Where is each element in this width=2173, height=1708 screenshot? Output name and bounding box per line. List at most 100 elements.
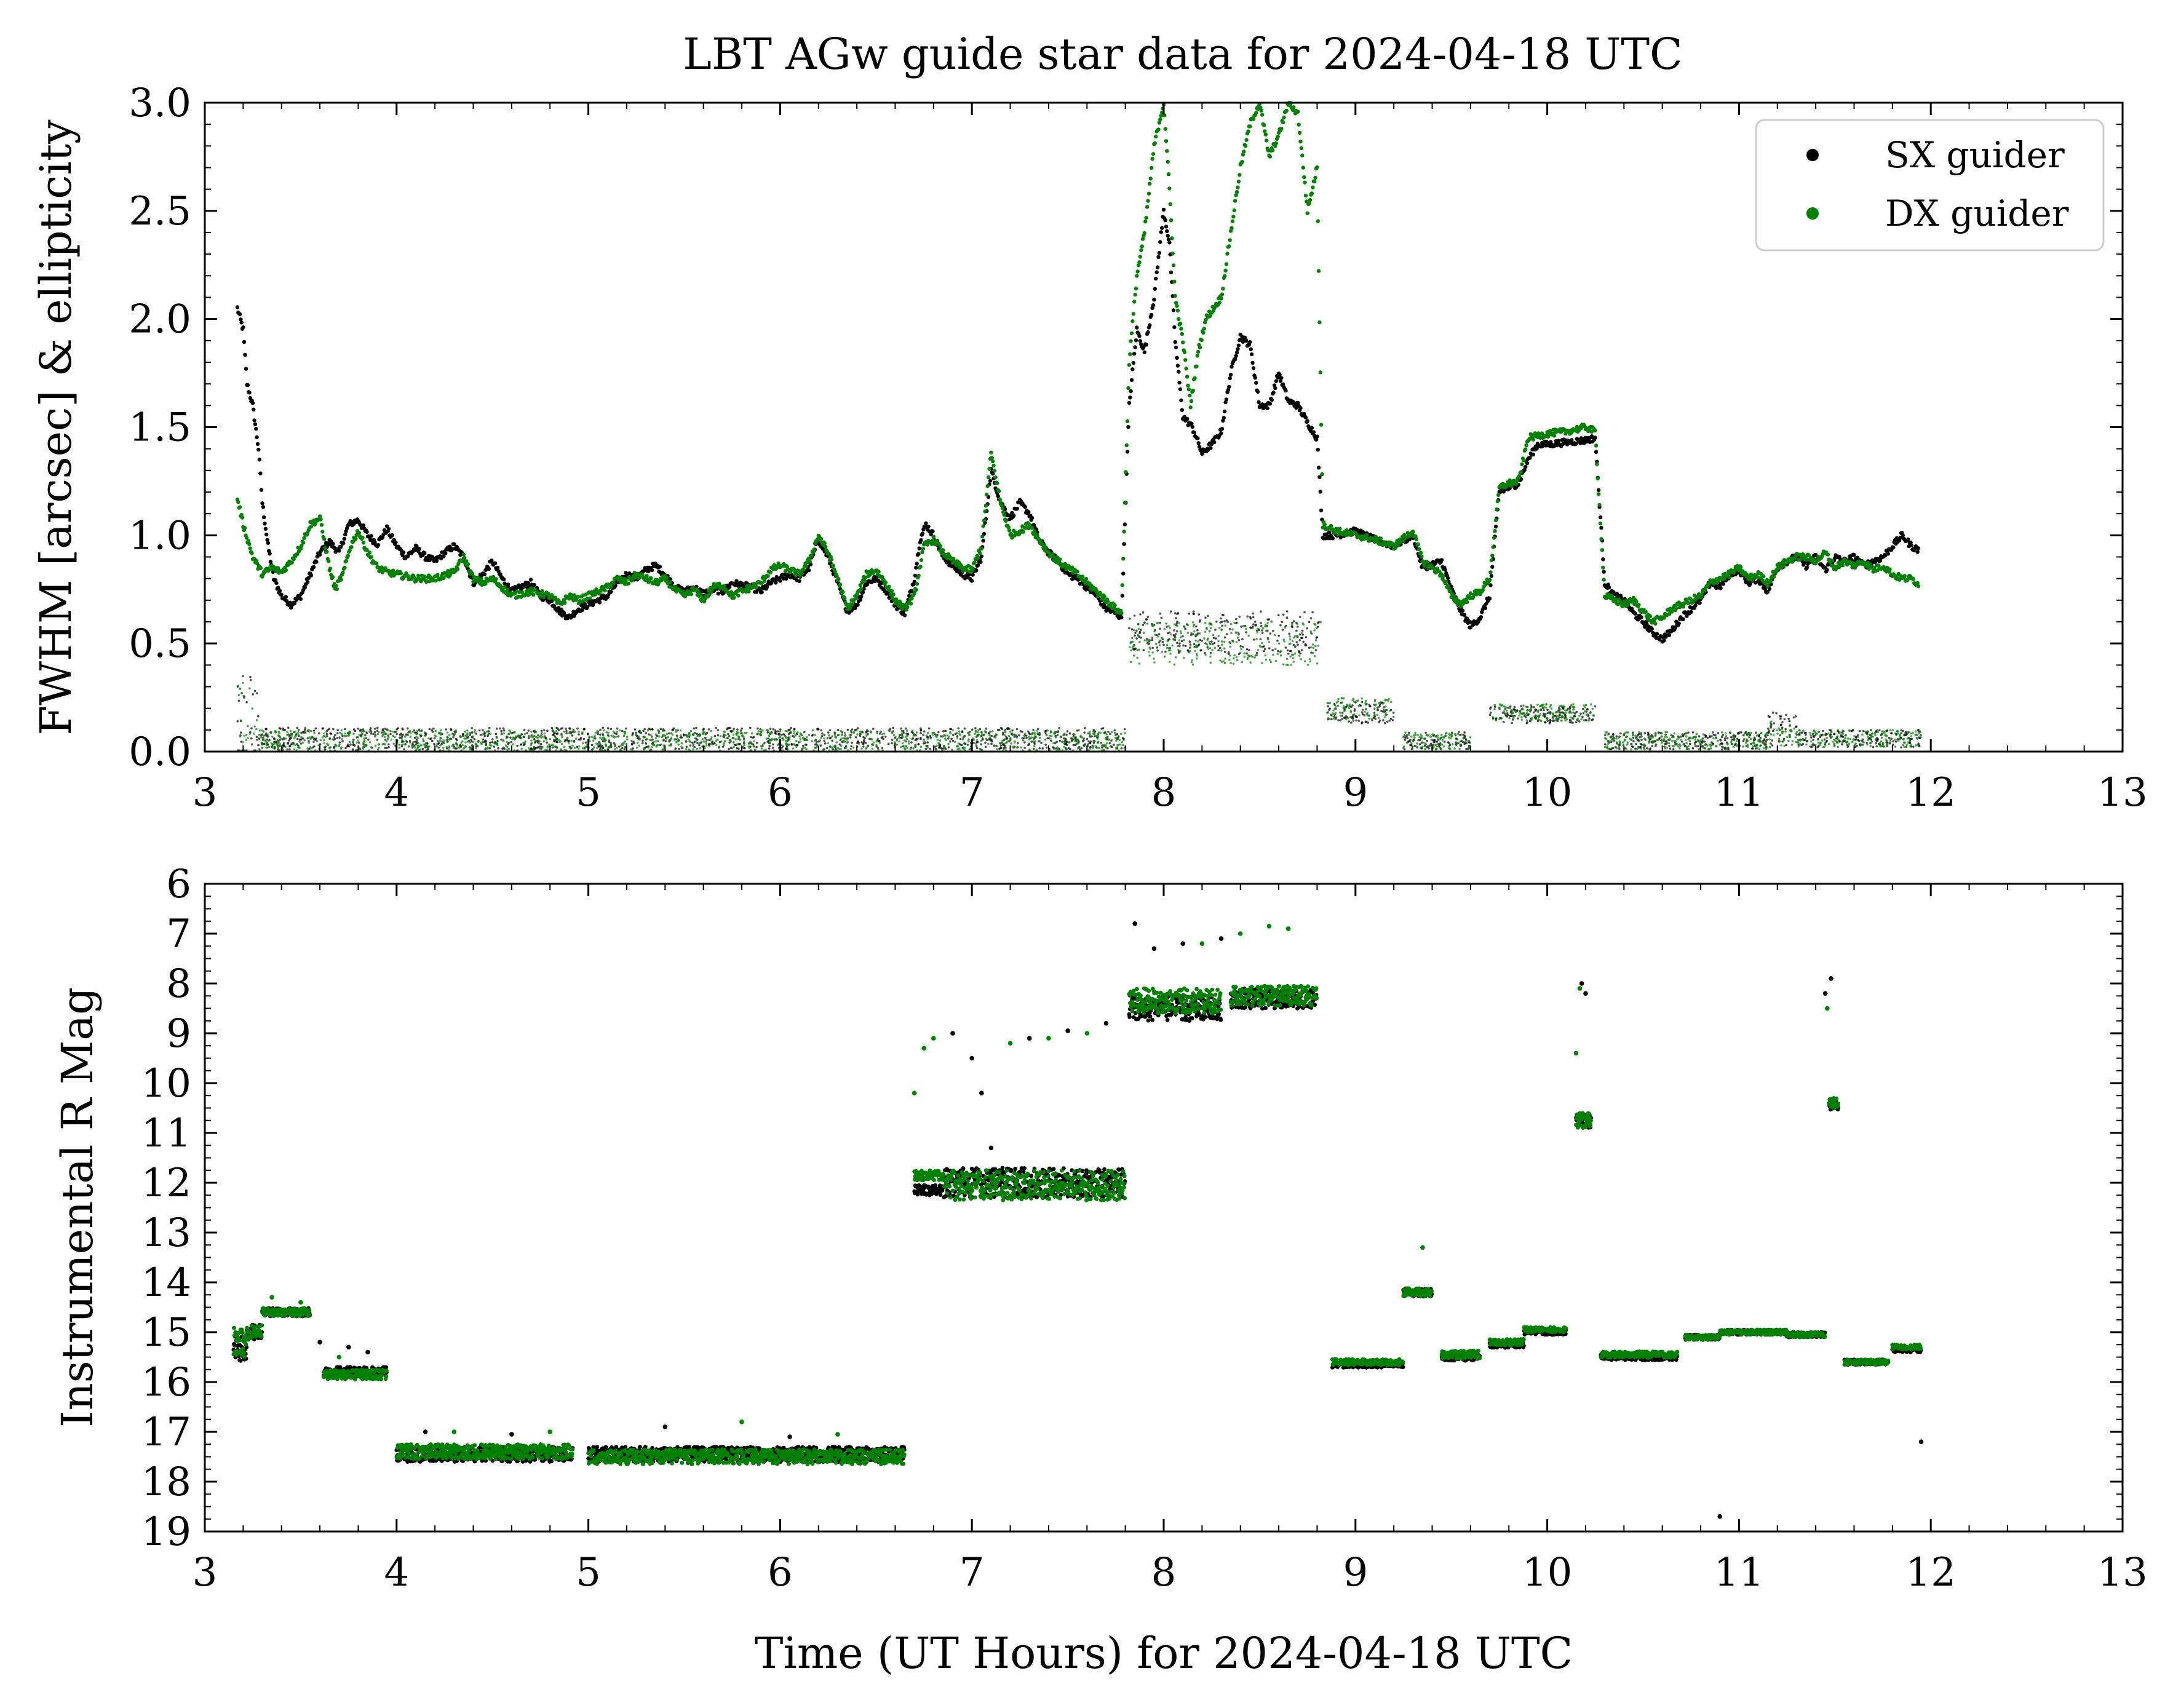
sx-ellipticity-point [432,727,435,730]
dx-fwhm-point [1106,600,1110,604]
dx-fwhm-point [1164,139,1169,143]
sx-fwhm-point [926,524,931,529]
sx-fwhm-point [1667,633,1672,637]
sx-ellipticity-point [354,729,357,733]
dx-fwhm-point [1593,428,1597,432]
sx-ellipticity-point [924,747,928,750]
dx-fwhm-point [1004,518,1008,523]
dx-fwhm-point [1128,352,1132,356]
sx-ellipticity-point [1069,748,1071,750]
sx-ellipticity-point [282,744,285,746]
dx-fwhm-point [931,534,936,539]
sx-ellipticity-point [333,736,336,739]
sx-fwhm-point [778,579,782,583]
dx-fwhm-point [1761,574,1766,579]
dx-fwhm-point [1320,472,1324,477]
dx-fwhm-point [859,587,864,591]
sx-fwhm-point [243,352,247,357]
dx-fwhm-point [1202,327,1207,331]
dx-fwhm-point [624,578,628,582]
sx-fwhm-point [1271,390,1276,395]
dx-fwhm-point [1244,138,1249,142]
sx-fwhm-point [1137,334,1142,338]
sx-fwhm-point [774,581,778,585]
sx-ellipticity-point [482,738,485,741]
dx-fwhm-point [1378,536,1383,541]
dx-fwhm-point [1122,501,1127,505]
dx-fwhm-point [1297,122,1301,127]
sx-fwhm-point [1129,389,1133,394]
sx-ellipticity-point [1023,741,1026,744]
sx-ellipticity-point [1041,747,1044,750]
sx-ellipticity-point [772,743,774,746]
dx-fwhm-point [250,551,254,555]
sx-fwhm-point [1718,586,1723,590]
sx-ellipticity-point [1068,732,1071,735]
sx-ellipticity-point [782,733,785,736]
dx-fwhm-point [992,469,997,473]
sx-ellipticity-point [478,729,481,732]
sx-ellipticity-point [1123,728,1126,731]
dx-fwhm-point [343,565,347,570]
dx-fwhm-point [494,577,498,581]
dx-fwhm-point [1120,583,1125,587]
dx-fwhm-point [1599,537,1603,541]
dx-fwhm-point [808,559,812,563]
sx-fwhm-point [1192,431,1196,435]
dx-fwhm-point [1674,606,1678,610]
sx-ellipticity-point [641,742,644,745]
sx-ellipticity-point [793,728,796,731]
dx-fwhm-point [1522,458,1526,463]
sx-fwhm-point [1119,615,1124,620]
sx-ellipticity-point [407,745,410,748]
sx-ellipticity-point [862,745,865,748]
sx-fwhm-point [1155,265,1160,269]
sx-ellipticity-point [831,739,833,742]
dx-fwhm-point [876,570,881,574]
dx-fwhm-point [1150,157,1154,161]
dx-fwhm-point [1122,530,1126,534]
dx-fwhm-point [1274,141,1278,146]
sx-ellipticity-point [328,728,331,730]
sx-fwhm-point [1249,347,1253,351]
sx-ellipticity-point [536,746,539,749]
sx-ellipticity-point [790,726,792,729]
sx-ellipticity-point [344,747,347,750]
sx-ellipticity-point [991,740,993,743]
dx-fwhm-point [1495,499,1500,504]
sx-ellipticity-point [880,737,883,739]
dx-fwhm-point [848,606,852,611]
dx-fwhm-point [1441,574,1446,578]
sx-fwhm-point [306,580,310,584]
sx-fwhm-point [1906,537,1910,542]
sx-fwhm-point [1222,416,1226,420]
sx-fwhm-point [390,533,394,538]
sx-ellipticity-point [500,738,503,741]
dx-fwhm-point [1188,393,1192,398]
sx-fwhm-point [482,572,487,576]
sx-fwhm-point [1236,347,1240,351]
sx-fwhm-point [1650,627,1654,631]
top-data-layer [235,100,1922,752]
sx-fwhm-point [1852,553,1856,557]
sx-fwhm-point [981,538,985,543]
sx-ellipticity-point [968,733,971,736]
sx-ellipticity-point [685,745,688,748]
dx-fwhm-point [301,541,306,545]
dx-fwhm-point [248,546,252,550]
dx-fwhm-point [1139,248,1143,252]
sx-fwhm-point [271,570,276,574]
dx-fwhm-point [1137,260,1142,264]
sx-ellipticity-point [336,732,339,734]
sx-ellipticity-point [565,732,568,734]
sx-ellipticity-point [352,738,355,741]
sx-fwhm-point [1570,438,1574,442]
sx-fwhm-point [597,600,602,605]
sx-fwhm-point [1460,608,1465,613]
dx-fwhm-point [1145,205,1150,209]
sx-fwhm-point [1228,373,1233,377]
sx-fwhm-point [1227,384,1231,389]
sx-ellipticity-point [642,729,645,733]
dx-fwhm-point [1313,175,1317,180]
sx-ellipticity-point [330,733,333,735]
